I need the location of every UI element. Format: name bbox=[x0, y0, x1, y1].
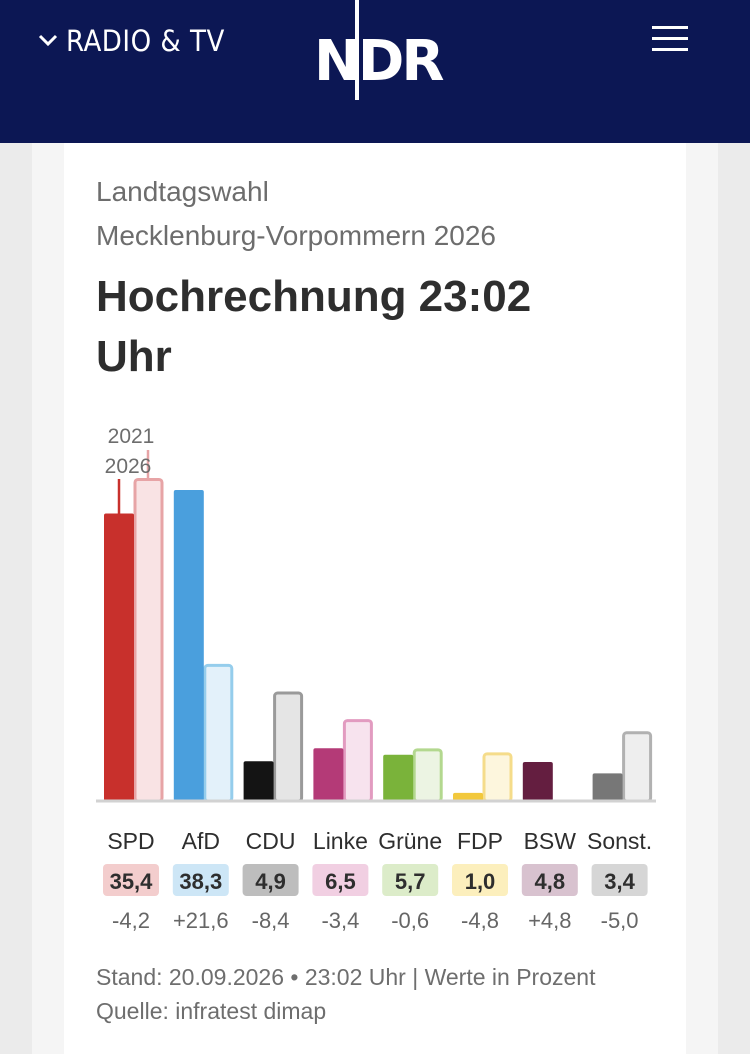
party-label: BSW bbox=[524, 828, 577, 854]
footer-timestamp: Stand: 20.09.2026 • 23:02 Uhr | Werte in… bbox=[96, 964, 596, 990]
page-gutter-right bbox=[686, 143, 718, 1054]
change-label: -0,6 bbox=[391, 908, 429, 933]
value-label: 1,0 bbox=[465, 869, 496, 894]
party-label: FDP bbox=[457, 828, 503, 854]
value-badge bbox=[172, 864, 229, 896]
value-label: 5,7 bbox=[395, 869, 426, 894]
value-badge bbox=[242, 864, 299, 896]
bar-2026-linke bbox=[313, 748, 344, 801]
election-card: Landtagswahl Mecklenburg-Vorpommern 2026… bbox=[64, 143, 686, 1054]
party-label: Linke bbox=[313, 828, 368, 854]
value-badge bbox=[452, 864, 508, 896]
subtitle-election: Landtagswahl bbox=[96, 176, 269, 207]
change-label: -8,4 bbox=[252, 908, 290, 933]
party-label: SPD bbox=[107, 828, 154, 854]
page-title: Hochrechnung 23:02 Uhr bbox=[96, 267, 531, 387]
change-label: -4,2 bbox=[112, 908, 150, 933]
chevron-down-icon bbox=[38, 34, 58, 47]
value-badge bbox=[103, 864, 159, 896]
bar-2021-afd bbox=[203, 663, 234, 803]
bar-2021-fdp bbox=[482, 752, 513, 803]
top-navigation-bar: RADIO & TV NDR bbox=[0, 0, 750, 143]
ndr-logo-divider bbox=[355, 0, 359, 100]
legend-label-2021: 2021 bbox=[108, 425, 155, 448]
party-label: AfD bbox=[182, 828, 220, 854]
value-badge bbox=[382, 864, 439, 896]
bar-2026-afd bbox=[173, 490, 204, 801]
bar-2026-grüne bbox=[383, 754, 414, 801]
footer-source: Quelle: infratest dimap bbox=[96, 998, 327, 1024]
bar-2021-sonst bbox=[622, 731, 653, 803]
legend-label-2026: 2026 bbox=[105, 455, 152, 478]
bar-2026-cdu bbox=[243, 761, 274, 801]
party-label: Sonst. bbox=[587, 828, 652, 854]
value-label: 6,5 bbox=[325, 869, 356, 894]
bar-2021-grüne bbox=[412, 748, 443, 803]
title-line-1: Hochrechnung 23:02 bbox=[96, 272, 532, 321]
radio-tv-menu[interactable]: RADIO & TV bbox=[38, 22, 225, 60]
bar-2021-cdu bbox=[273, 691, 304, 803]
change-label: +4,8 bbox=[528, 908, 571, 933]
bar-2026-spd bbox=[104, 513, 134, 801]
value-label: 38,3 bbox=[179, 869, 222, 894]
page-gutter-left bbox=[32, 143, 64, 1054]
change-label: -3,4 bbox=[321, 908, 359, 933]
bar-2026-sonst bbox=[592, 773, 623, 801]
bar-2021-linke bbox=[342, 719, 373, 803]
results-bar-chart: SPD 35,4 -4,2 AfD 38,3 +21,6 CDU 4,9 -8,4 Linke 6,… bbox=[96, 425, 656, 933]
value-label: 3,4 bbox=[604, 869, 635, 894]
bar-2026-fdp bbox=[453, 792, 483, 801]
ndr-logo[interactable]: NDR bbox=[314, 0, 444, 105]
subtitle-region: Mecklenburg-Vorpommern 2026 bbox=[96, 220, 496, 251]
value-badge bbox=[591, 864, 648, 896]
party-label: Grüne bbox=[378, 828, 442, 854]
value-label: 4,9 bbox=[255, 869, 286, 894]
bar-2026-bsw bbox=[522, 762, 553, 801]
value-label: 35,4 bbox=[110, 869, 154, 894]
value-badge bbox=[521, 864, 578, 896]
radio-tv-label: RADIO & TV bbox=[66, 24, 225, 58]
change-label: -5,0 bbox=[601, 908, 639, 933]
party-label: CDU bbox=[246, 828, 296, 854]
hamburger-menu-icon[interactable] bbox=[652, 24, 690, 54]
bar-2021-spd bbox=[133, 477, 164, 803]
value-badge bbox=[312, 864, 369, 896]
ndr-logo-text: NDR bbox=[314, 29, 444, 94]
title-line-2: Uhr bbox=[96, 332, 172, 381]
change-label: -4,8 bbox=[461, 908, 499, 933]
value-label: 4,8 bbox=[535, 869, 566, 894]
change-label: +21,6 bbox=[173, 908, 229, 933]
